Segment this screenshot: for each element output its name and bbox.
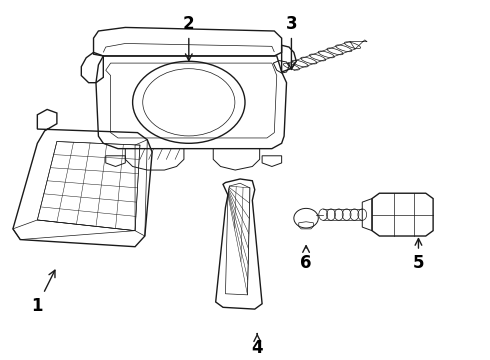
Text: 4: 4 bbox=[251, 334, 263, 357]
Text: 6: 6 bbox=[300, 246, 312, 272]
Text: 2: 2 bbox=[183, 15, 195, 60]
Text: 5: 5 bbox=[413, 239, 424, 272]
Text: 3: 3 bbox=[286, 15, 297, 69]
Text: 1: 1 bbox=[31, 270, 55, 315]
